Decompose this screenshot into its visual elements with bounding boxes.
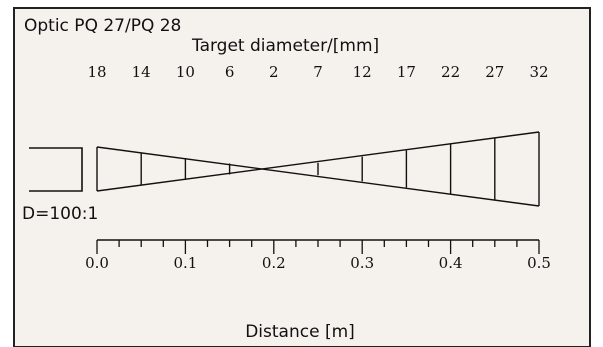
target-diameter-value: 2 xyxy=(269,63,279,81)
diagram-title: Optic PQ 27/PQ 28 xyxy=(24,16,181,36)
axis-tick-label: 0.3 xyxy=(350,254,374,272)
target-diameter-value: 10 xyxy=(176,63,195,81)
distance-axis: 0.0 0.1 0.2 0.3 0.4 0.5 xyxy=(85,239,551,272)
target-diameter-value: 32 xyxy=(529,63,548,81)
panel-frame xyxy=(13,7,591,347)
target-diameter-value: 18 xyxy=(87,63,106,81)
beam-group xyxy=(96,131,540,207)
target-diameter-value: 27 xyxy=(485,63,504,81)
target-diameter-value: 12 xyxy=(353,63,372,81)
beam-edge-lower xyxy=(96,131,540,192)
axis-tick-label: 0.0 xyxy=(85,254,109,272)
target-diameter-value: 14 xyxy=(132,63,151,81)
sensor-body xyxy=(29,147,83,192)
target-diameter-value: 7 xyxy=(313,63,323,81)
ratio-label: D=100:1 xyxy=(22,204,98,224)
target-diameter-value: 22 xyxy=(441,63,460,81)
target-diameter-label: Target diameter/[mm] xyxy=(191,36,379,56)
target-diameter-value: 6 xyxy=(225,63,235,81)
axis-tick-label: 0.2 xyxy=(262,254,286,272)
x-axis-label: Distance [m] xyxy=(245,322,355,342)
beam-edge-upper xyxy=(96,146,540,207)
target-diameter-value: 17 xyxy=(397,63,416,81)
axis-tick-label: 0.5 xyxy=(527,254,551,272)
diameter-labels: 18 14 10 6 2 7 12 17 22 27 32 xyxy=(87,63,548,81)
axis-tick-label: 0.1 xyxy=(173,254,197,272)
axis-tick-label: 0.4 xyxy=(439,254,463,272)
